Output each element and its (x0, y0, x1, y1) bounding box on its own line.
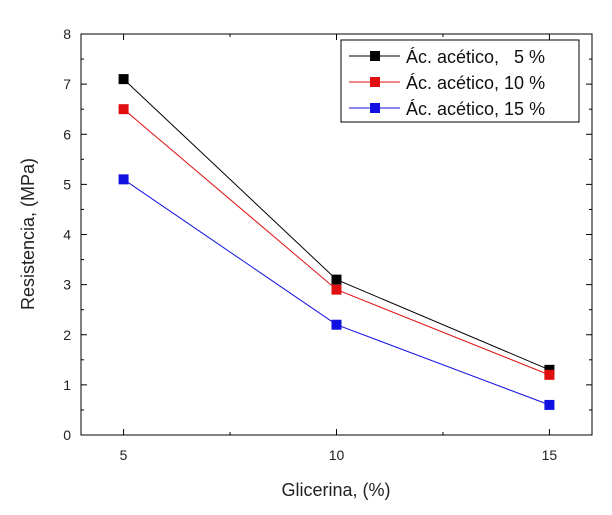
data-point (118, 174, 129, 185)
y-tick-label: 0 (63, 427, 71, 443)
data-point (118, 74, 129, 85)
legend-marker (370, 103, 380, 113)
legend-label: Ác. acético, 10 % (406, 73, 545, 93)
legend-label: Ác. acético, 5 % (406, 47, 545, 67)
x-tick-label: 5 (120, 447, 128, 463)
series-3 (118, 174, 555, 410)
data-point (544, 364, 555, 375)
x-axis-title: Glicerina, (%) (281, 480, 390, 500)
x-tick-label: 10 (329, 447, 345, 463)
legend-label: Ác. acético, 15 % (406, 99, 545, 119)
series-layer (118, 74, 555, 410)
series-2 (118, 104, 555, 380)
data-point (544, 369, 555, 380)
legend-marker (370, 77, 380, 87)
legend-entry: Ác. acético, 5 % (349, 47, 545, 67)
data-point (331, 274, 342, 285)
legend-marker (370, 51, 380, 61)
legend-entry: Ác. acético, 15 % (349, 99, 545, 119)
series-line (123, 108, 550, 376)
y-tick-label: 7 (63, 76, 71, 92)
series-1 (118, 74, 555, 375)
y-axis-title: Resistencia, (MPa) (18, 158, 38, 310)
data-point (331, 319, 342, 330)
y-tick-label: 4 (63, 227, 71, 243)
data-point (118, 104, 129, 115)
y-axis: 0 1 2 3 4 5 6 7 8 (63, 26, 592, 443)
data-point (544, 399, 555, 410)
x-tick-label: 15 (542, 447, 558, 463)
y-tick-label: 5 (63, 176, 71, 192)
y-tick-label: 2 (63, 327, 71, 343)
y-tick-label: 6 (63, 126, 71, 142)
y-tick-label: 1 (63, 377, 71, 393)
legend-entry: Ác. acético, 10 % (349, 73, 545, 93)
legend: Ác. acético, 5 % Ác. acético, 10 % Ác. acé… (340, 39, 580, 123)
x-axis: 5 10 15 (120, 34, 558, 463)
data-point (331, 284, 342, 295)
y-tick-label: 3 (63, 277, 71, 293)
y-tick-label: 8 (63, 26, 71, 42)
